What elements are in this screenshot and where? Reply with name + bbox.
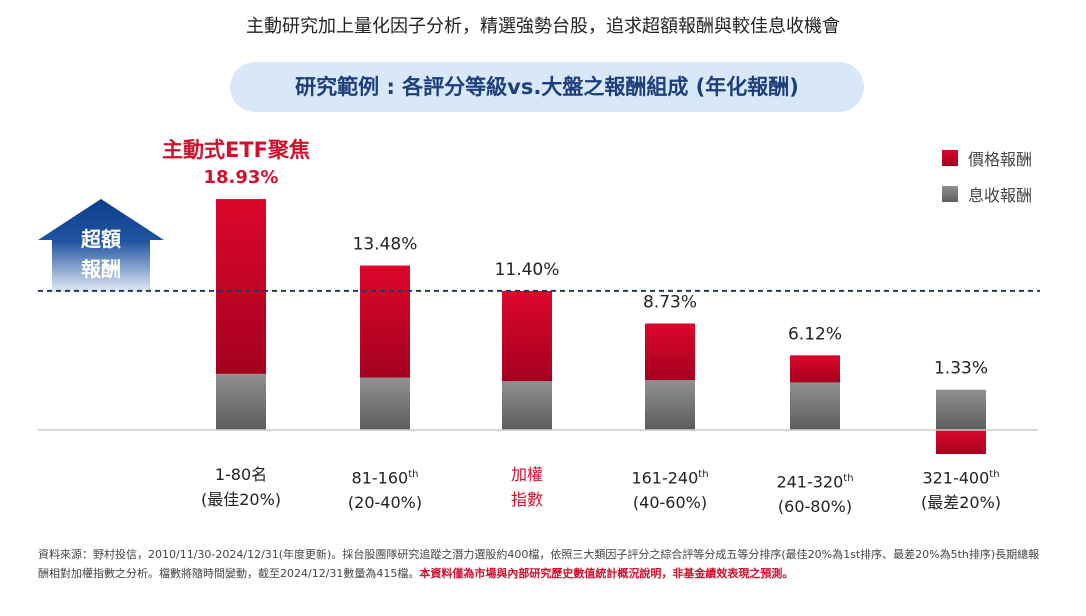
excess-return-arrow-icon: 超額 報酬 [38,199,164,292]
legend-swatch-price [942,150,958,166]
bar-dividend [936,389,986,430]
bar-price [936,430,986,455]
x-tick-label: 1-80名 (最佳20%) [200,465,282,509]
total-value-label: 13.48% [353,235,418,255]
bar-dividend [790,382,840,430]
bar-dividend [502,381,552,430]
total-value-label: 11.40% [495,260,560,280]
bar-price [502,290,552,382]
total-value-label: 18.93% [204,167,279,188]
x-tick-label: 321-400th (最差20%) [920,468,1002,513]
x-tick-label: 241-320th (60-80%) [776,472,854,517]
legend-label-price: 價格報酬 [968,150,1033,169]
arrow-label-line1: 超額 [80,227,121,251]
total-value-label: 6.12% [788,324,842,344]
x-tick-label: 161-240th (40-60%) [631,468,709,513]
bar-dividend [360,377,410,430]
bar-dividend [216,373,266,430]
bar-dividend [645,379,695,430]
total-value-label: 8.73% [643,292,697,312]
subtitle-pill: 研究範例 : 各評分等級vs.大盤之報酬組成 (年化報酬) [230,62,864,112]
legend-item-price: 價格報酬 [942,146,1032,170]
bar-price [790,355,840,383]
total-value-label: 1.33% [934,359,988,379]
bar-price [360,265,410,378]
focus-label: 主動式ETF聚焦 [162,138,311,162]
bar-price [216,199,266,374]
legend-swatch-dividend [942,186,958,202]
x-tick-label: 加權 指數 [510,465,543,509]
footnote: 資料來源：野村投信，2010/11/30-2024/12/31(年度更新)。採台… [38,545,1048,583]
footnote-text: 資料來源：野村投信，2010/11/30-2024/12/31(年度更新)。採台… [38,548,1040,580]
legend-item-dividend: 息收報酬 [942,182,1032,206]
legend: 價格報酬 息收報酬 [942,146,1032,218]
legend-label-dividend: 息收報酬 [968,186,1033,205]
arrow-label-line2: 報酬 [81,257,121,281]
bar-price [645,323,695,380]
headline: 主動研究加上量化因子分析，精選強勢台股，追求超額報酬與較佳息收機會 [246,16,840,37]
x-tick-label: 81-160th (20-40%) [347,468,423,513]
footnote-warning: 本資料僅為市場與內部研究歷史數值統計概況說明，非基金績效表現之預測。 [419,567,794,580]
